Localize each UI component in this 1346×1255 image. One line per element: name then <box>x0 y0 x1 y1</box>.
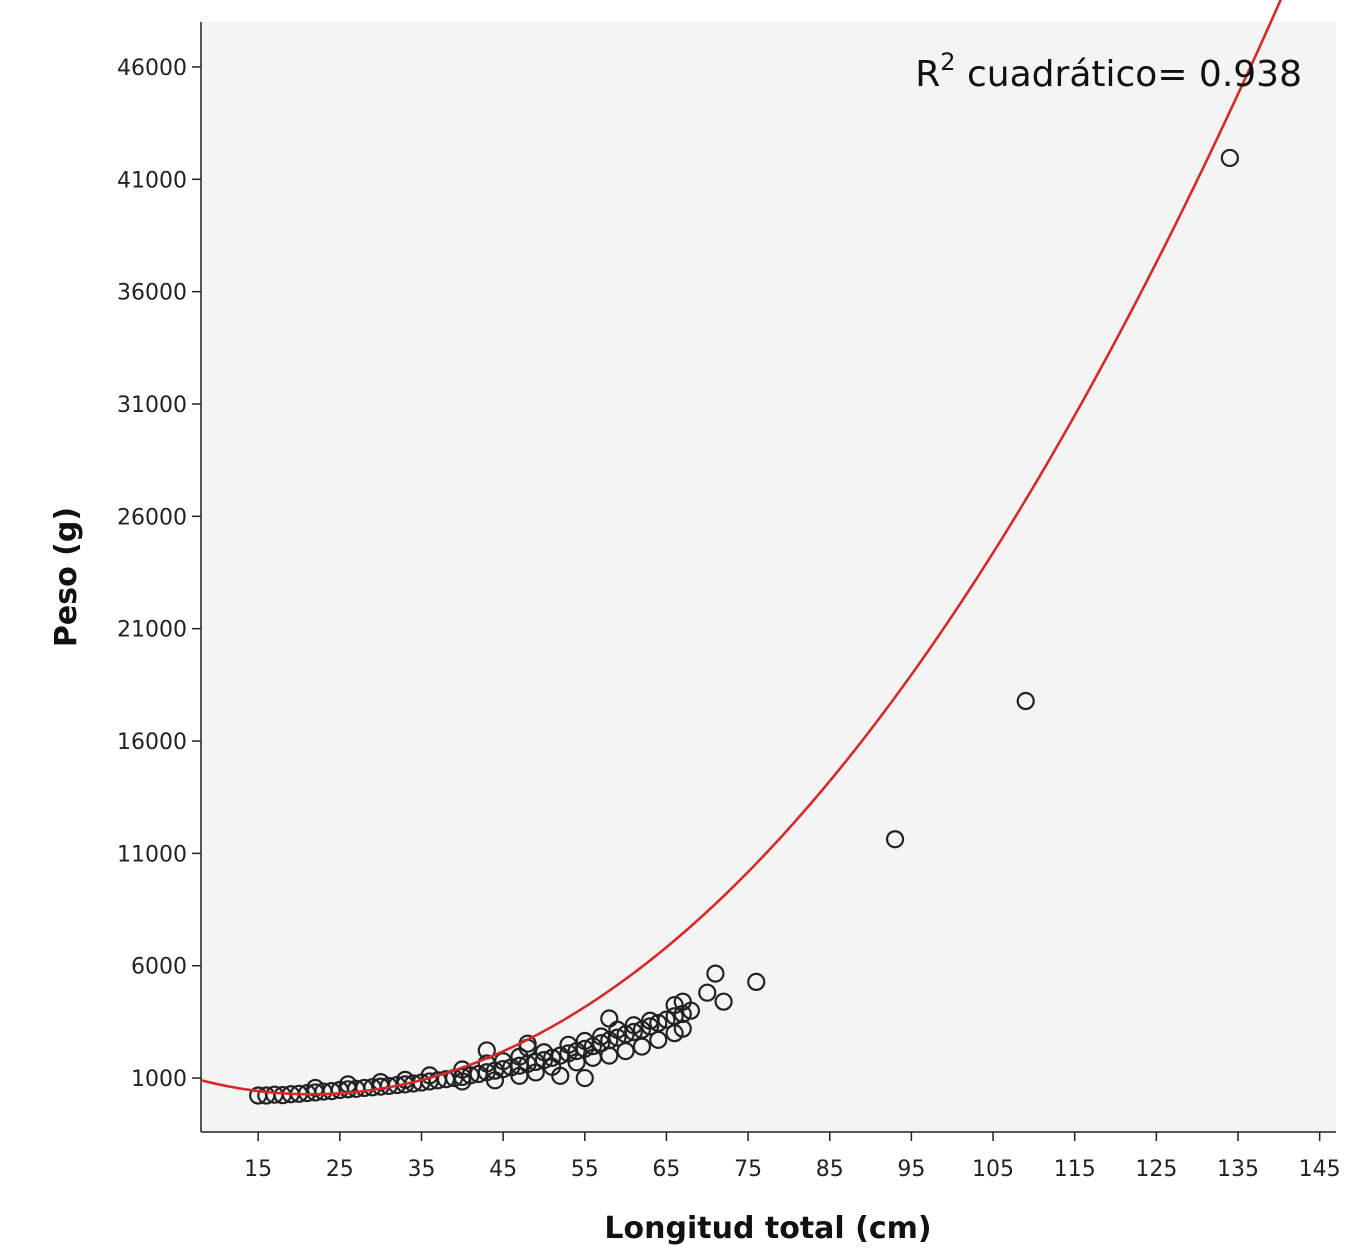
data-points <box>249 148 1239 1105</box>
y-tick-label: 1000 <box>131 1067 187 1092</box>
data-point <box>624 1016 643 1035</box>
y-tick-label: 16000 <box>117 730 187 755</box>
data-point <box>306 1078 325 1098</box>
data-point <box>567 1053 586 1072</box>
r2-annotation: R2 cuadrático= 0.938 <box>915 48 1302 95</box>
x-tick-label: 105 <box>972 1157 1014 1182</box>
r2-annotation-superscript: 2 <box>940 48 955 76</box>
data-point <box>485 1071 505 1090</box>
data-point <box>649 1030 668 1049</box>
data-point <box>885 830 905 849</box>
data-point <box>698 983 717 1002</box>
data-point <box>559 1035 578 1054</box>
x-tick-label: 145 <box>1299 1157 1341 1182</box>
data-point <box>575 1068 594 1088</box>
x-tick-label: 25 <box>326 1157 354 1182</box>
x-tick-label: 95 <box>897 1157 925 1182</box>
data-point <box>706 964 725 983</box>
r2-annotation-text: cuadrático= 0.938 <box>956 54 1302 95</box>
y-tick-label: 36000 <box>117 281 187 306</box>
data-point <box>396 1070 415 1089</box>
y-tick-label: 46000 <box>117 56 187 81</box>
x-tick-label: 125 <box>1135 1157 1177 1182</box>
data-point <box>534 1043 554 1062</box>
x-axis-title: Longitud total (cm) <box>604 1211 931 1246</box>
x-tick-label: 65 <box>652 1157 680 1182</box>
data-point <box>592 1027 611 1046</box>
x-tick-label: 85 <box>816 1157 844 1182</box>
data-point <box>673 1019 692 1038</box>
y-axis: 1000 6000 11000 16000 21000 26000 31000 36000 41… <box>117 22 202 1132</box>
data-point <box>575 1031 594 1051</box>
data-point <box>600 1046 619 1065</box>
y-axis-title: Peso (g) <box>49 507 84 647</box>
r2-annotation-prefix: R <box>915 54 940 95</box>
y-tick-label: 41000 <box>117 168 187 193</box>
data-point <box>714 992 733 1011</box>
y-tick-label: 21000 <box>117 618 187 643</box>
x-tick-label: 135 <box>1217 1157 1259 1182</box>
quadratic-fit-line <box>200 0 1283 1096</box>
data-point <box>641 1011 660 1030</box>
data-point <box>616 1042 635 1061</box>
data-point <box>510 1056 529 1075</box>
x-tick-label: 35 <box>407 1157 435 1182</box>
y-tick-label: 31000 <box>117 393 187 418</box>
plot-area <box>201 22 1336 1132</box>
y-tick-label: 11000 <box>117 842 187 867</box>
x-tick-label: 45 <box>489 1157 517 1182</box>
x-tick-label: 15 <box>244 1157 272 1182</box>
data-point <box>551 1066 570 1085</box>
data-point <box>632 1037 652 1056</box>
y-tick-label: 26000 <box>117 505 187 530</box>
x-tick-label: 115 <box>1054 1157 1096 1182</box>
data-point <box>600 1009 619 1028</box>
x-tick-label: 75 <box>734 1157 762 1182</box>
data-point <box>747 972 766 992</box>
data-point <box>526 1063 545 1082</box>
data-point <box>453 1072 472 1091</box>
data-point <box>1220 148 1239 168</box>
data-point <box>371 1073 390 1092</box>
y-tick-label: 6000 <box>131 955 187 980</box>
x-axis: 15 25 35 45 55 65 75 85 95 105 115 125 135 145 <box>201 1131 1341 1182</box>
data-point <box>673 992 692 1011</box>
data-point <box>1016 691 1035 711</box>
x-tick-label: 55 <box>571 1157 599 1182</box>
data-point <box>665 995 684 1015</box>
data-point <box>494 1052 513 1071</box>
